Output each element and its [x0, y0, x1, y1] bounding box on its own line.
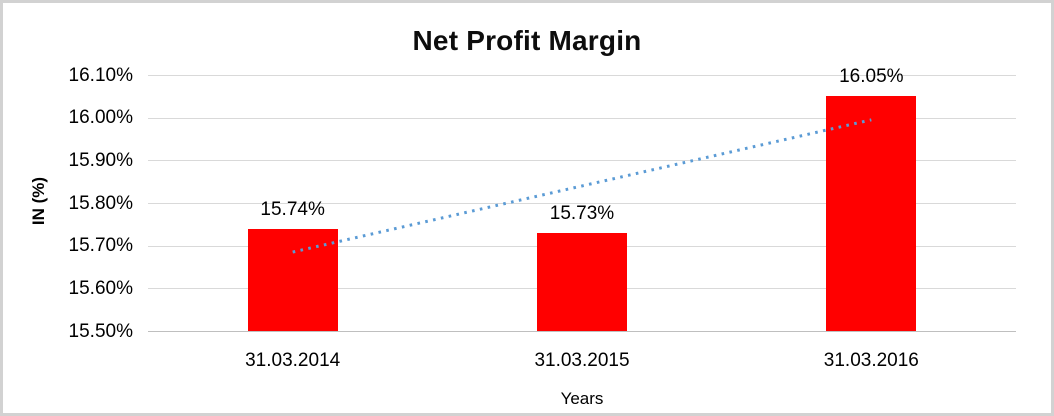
bar [826, 96, 917, 331]
bar-data-label: 15.74% [260, 198, 325, 220]
bar [247, 228, 338, 331]
plot-area: 16.10% 16.00% 15.90% 15.80% 15.70% 15.60% 15.5… [69, 65, 1016, 371]
y-tick-label: 15.70% [68, 235, 133, 257]
bar [537, 232, 627, 331]
x-tick-label: 31.03.2015 [534, 350, 630, 371]
y-tick-label: 15.60% [68, 277, 133, 299]
y-tick-label: 16.00% [68, 107, 133, 129]
y-tick-label: 15.90% [68, 149, 133, 171]
gridline [148, 117, 1016, 119]
x-axis-title: Years [560, 389, 604, 408]
y-tick-label: 15.80% [68, 192, 133, 214]
chart-title: Net Profit Margin [412, 25, 642, 56]
x-axis-line [148, 331, 1016, 332]
gridline [148, 75, 1016, 76]
bar-data-label: 16.05% [839, 66, 904, 88]
bar-data-label: 15.73% [549, 202, 615, 224]
y-tick-label: 15.50% [68, 320, 133, 342]
x-tick-label: 31.03.2016 [823, 350, 919, 371]
x-tick-label: 31.03.2014 [245, 350, 341, 371]
y-tick-label: 16.10% [68, 64, 133, 86]
